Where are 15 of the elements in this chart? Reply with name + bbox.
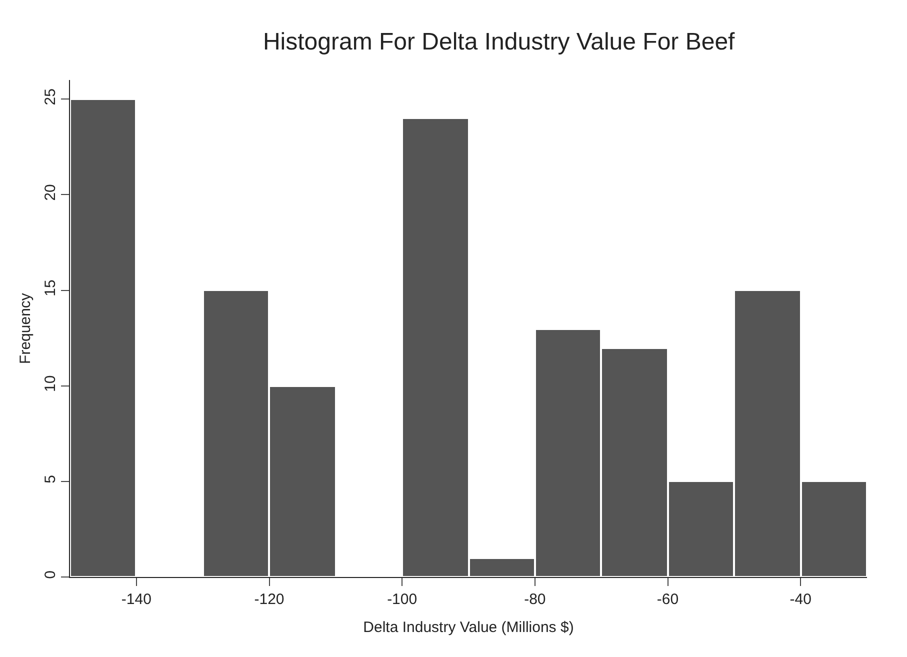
y-tick-label: 20 (42, 184, 59, 201)
x-tick-label: -140 (121, 591, 152, 608)
y-tick-label: 15 (42, 280, 59, 296)
chart-title: Histogram For Delta Industry Value For Beef (262, 28, 736, 56)
x-tick-label: -40 (790, 591, 812, 608)
x-tick-label: -120 (254, 591, 284, 608)
x-axis-title: Delta Industry Value (Millions $) (363, 619, 574, 636)
y-tick-label: 10 (42, 375, 59, 392)
y-tick-label: 0 (42, 570, 59, 579)
x-tick-label: -80 (524, 591, 546, 608)
y-tick-label: 5 (42, 475, 59, 484)
y-axis-title: Frequency (17, 292, 34, 364)
y-tick-label: 25 (42, 88, 59, 106)
x-tick-label: -60 (656, 591, 679, 608)
x-tick-label: -100 (387, 591, 418, 608)
